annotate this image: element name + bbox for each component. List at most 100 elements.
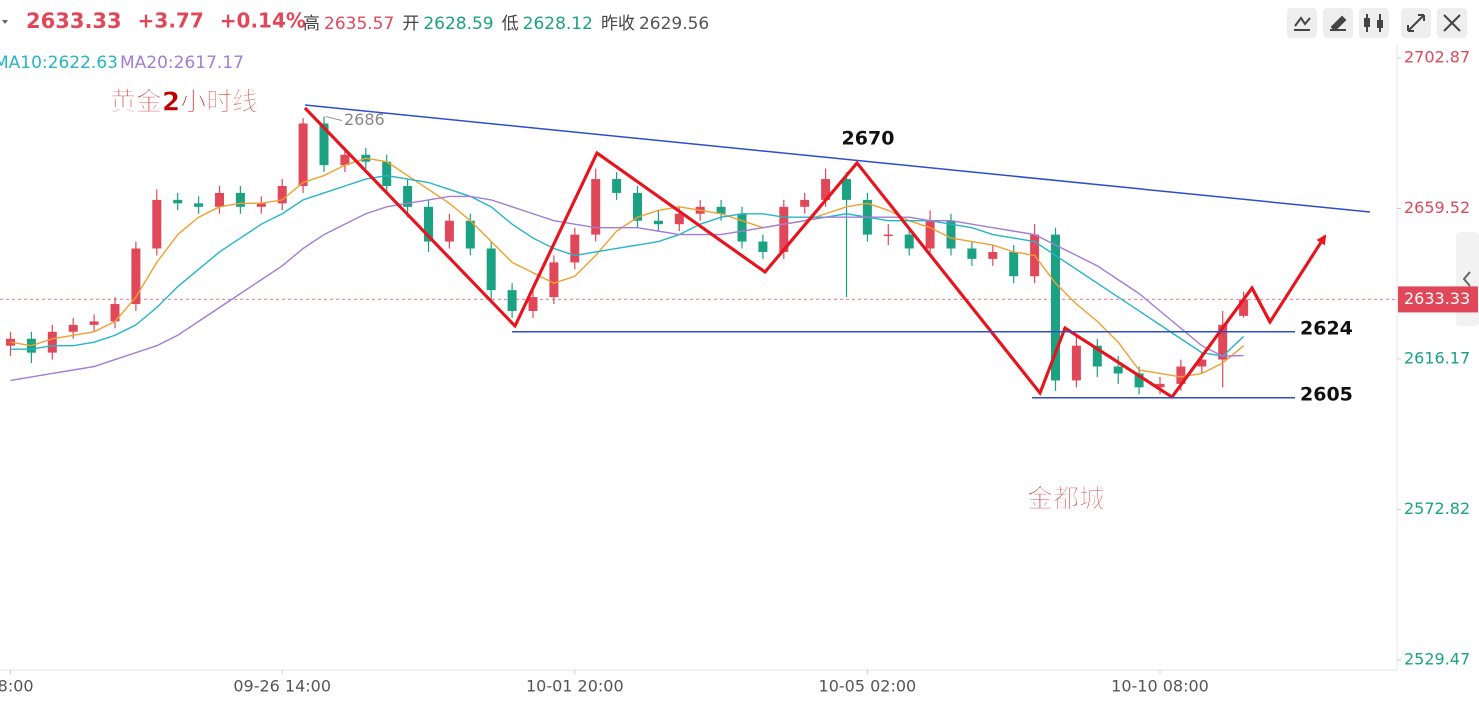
candle-body: [256, 203, 266, 207]
tool-button[interactable]: [1359, 8, 1389, 38]
candle-body: [1071, 345, 1081, 381]
candle-body: [1009, 251, 1019, 277]
candle-body: [1218, 324, 1228, 360]
max-label: 2686: [344, 110, 385, 129]
candle-body: [528, 297, 538, 311]
stat-label: 低: [502, 14, 519, 34]
candle-body: [1176, 366, 1186, 384]
candle-body: [194, 203, 204, 207]
candle-body: [570, 234, 580, 263]
stat-value: 2628.59: [423, 14, 493, 34]
candle-body: [1092, 345, 1102, 367]
candle-body: [89, 321, 99, 325]
dropdown-icon[interactable]: [2, 20, 8, 24]
candle-body: [507, 290, 517, 311]
tool-button[interactable]: [1287, 8, 1317, 38]
candle-body: [779, 206, 789, 252]
candle-body: [298, 123, 308, 186]
arrow-heads: [303, 106, 1325, 399]
candle-body: [925, 220, 935, 249]
candle-body: [737, 213, 747, 242]
candle-body: [235, 192, 245, 207]
stat-label: 昨收: [601, 14, 635, 34]
plot: 2702.87 2659.52 2616.17 2572.82 2529.47 08:00…: [0, 47, 1478, 696]
ma-legend: MA20:2617.17: [120, 53, 244, 73]
candle-body: [424, 206, 433, 242]
icon: [1364, 18, 1370, 27]
candle-body: [1113, 366, 1123, 374]
x-tick-label: 10-10 08:00: [1111, 677, 1209, 696]
change: +3.77: [138, 9, 204, 33]
candle-body: [946, 220, 956, 249]
candle-body: [967, 248, 977, 259]
candle-body: [842, 179, 851, 200]
candle-body: [633, 192, 642, 221]
icon: [1377, 20, 1383, 28]
candle-body: [612, 179, 622, 193]
header: 2633.33 +3.77 +0.14% 高 2635.57 开 2628.59 低 26…: [2, 9, 709, 34]
candle-body: [215, 192, 224, 207]
stat-value: 2629.56: [639, 14, 709, 34]
candle-body: [758, 241, 768, 252]
y-tick-label: 2659.52: [1404, 198, 1470, 217]
title-note: 黄金2小时线: [110, 87, 258, 118]
icon: [1462, 271, 1471, 287]
candle-body: [1134, 373, 1144, 388]
price: 2633.33: [26, 9, 122, 33]
x-tick-label: 10-05 02:00: [819, 677, 917, 696]
ma-line: [10, 195, 1244, 382]
watermark: 金都城: [1026, 484, 1105, 515]
candle-body: [1051, 234, 1060, 381]
zigzag-arrow: [303, 106, 1327, 400]
candle-body: [486, 248, 496, 291]
ma-line: [10, 157, 1245, 378]
annotations: 黄金2小时线 金都城 2686 2624 2605 2670: [110, 86, 1353, 515]
max-pointer: [325, 116, 343, 122]
candle-body: [821, 179, 831, 200]
candle-body: [68, 324, 78, 332]
stat-value: 2635.57: [324, 14, 394, 34]
candle-body: [444, 220, 454, 242]
candle-body: [1155, 383, 1165, 388]
icon: [1294, 16, 1311, 31]
stat-label: 开: [402, 14, 419, 34]
price-tag-label: 2633.33: [1404, 289, 1470, 308]
icon: [1443, 14, 1461, 32]
x-tick-label: 08:00: [0, 677, 34, 696]
y-tick-label: 2572.82: [1404, 499, 1470, 518]
candle-body: [47, 331, 57, 353]
candle-body: [403, 185, 413, 207]
candle-body: [152, 199, 162, 249]
level-label: 2624: [1300, 317, 1353, 339]
stat-label: 高: [303, 14, 320, 34]
candle-body: [173, 199, 183, 204]
candle-body: [800, 199, 810, 207]
candle-body: [904, 234, 914, 249]
peak-label: 2670: [842, 128, 895, 150]
candle-body: [591, 179, 601, 235]
stat-value: 2628.12: [523, 14, 593, 34]
candle-body: [549, 262, 559, 298]
candle-body: [110, 304, 120, 322]
change-pct: +0.14%: [220, 9, 306, 33]
candle-body: [382, 161, 392, 186]
y-tick-label: 2616.17: [1404, 348, 1470, 367]
y-tick-label: 2529.47: [1404, 650, 1470, 669]
candle-body: [716, 206, 726, 214]
icon: [1330, 15, 1347, 32]
candle-body: [653, 220, 663, 225]
level-label: 2605: [1300, 383, 1353, 405]
candle-body: [340, 154, 350, 166]
candle-body: [1197, 359, 1207, 367]
trend-line: [304, 104, 1371, 213]
candle-body: [988, 251, 998, 259]
candle-body: [465, 220, 475, 249]
candle-body: [1239, 299, 1249, 316]
x-tick-label: 09-26 14:00: [233, 677, 331, 696]
candle-body: [277, 185, 287, 204]
candle-body: [883, 234, 893, 237]
candle-body: [131, 248, 141, 305]
ma-line: [10, 174, 1245, 357]
x-tick-label: 10-01 20:00: [526, 677, 624, 696]
